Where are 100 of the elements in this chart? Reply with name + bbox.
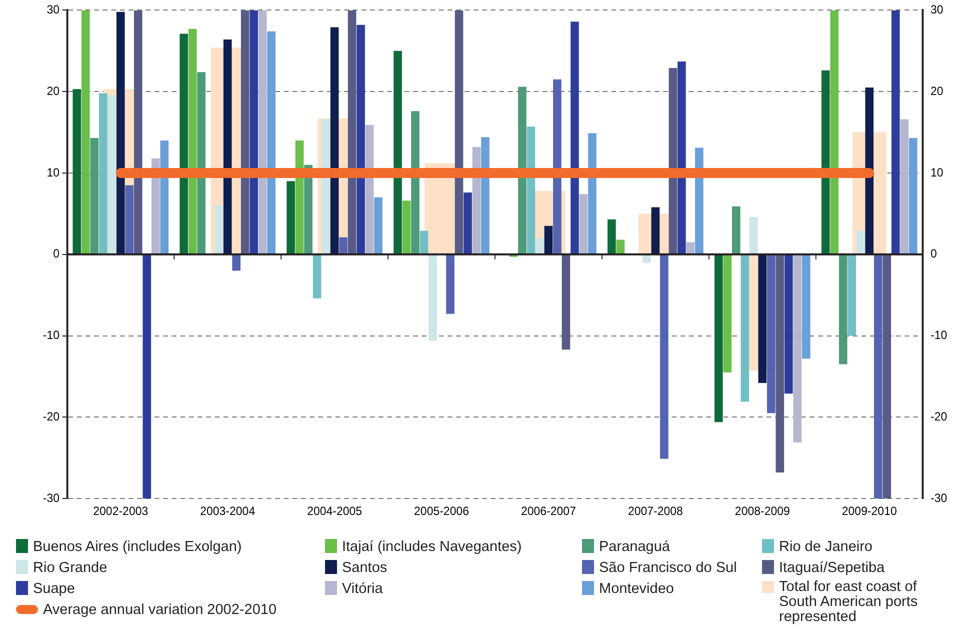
bar xyxy=(900,119,909,254)
legend-label: Paranaguá xyxy=(599,538,670,556)
x-tick-label: 2003-2004 xyxy=(200,504,256,518)
bar xyxy=(821,70,830,254)
legend-label: Itaguaí/Sepetiba xyxy=(779,559,885,577)
y2-tick-label: -10 xyxy=(930,328,948,342)
bar xyxy=(802,254,810,359)
bar xyxy=(454,10,464,254)
bar xyxy=(481,137,490,254)
bar xyxy=(579,194,588,254)
y-tick-label: 0 xyxy=(53,248,60,261)
legend-label: Santos xyxy=(342,559,388,577)
bar xyxy=(732,206,740,254)
bar xyxy=(784,254,793,394)
legend-label: Buenos Aires (includes Exolgan) xyxy=(33,538,242,556)
y2-tick-label: 30 xyxy=(930,3,944,17)
legend-label: Montevideo xyxy=(599,580,674,598)
y2-tick-label: 10 xyxy=(930,166,944,180)
bar xyxy=(714,254,723,422)
legend-label: Suape xyxy=(33,580,75,598)
bar xyxy=(90,138,99,254)
bar xyxy=(312,254,322,298)
bar xyxy=(197,72,206,254)
bar xyxy=(446,254,454,314)
bar xyxy=(536,238,544,254)
bar xyxy=(180,34,188,254)
bar xyxy=(686,242,695,254)
bar xyxy=(908,138,918,254)
bar xyxy=(830,10,839,254)
y-tick-label: 20 xyxy=(46,84,60,98)
y-tick-label: 30 xyxy=(46,3,60,17)
y2-tick-label: 20 xyxy=(930,84,944,98)
bar xyxy=(793,254,802,442)
bar xyxy=(214,206,223,254)
y2-tick-label: 0 xyxy=(930,248,938,261)
legend-label: São Francisco do Sul xyxy=(599,559,737,577)
bar xyxy=(356,24,365,254)
bar xyxy=(848,254,856,336)
bar xyxy=(72,89,82,254)
y-tick-label: 10 xyxy=(46,166,60,180)
bar xyxy=(588,133,596,254)
bar xyxy=(874,254,882,499)
bar xyxy=(258,10,267,254)
y2-tick-label: -30 xyxy=(930,492,948,505)
bar xyxy=(420,230,428,254)
bar xyxy=(544,226,553,254)
bar xyxy=(891,10,900,254)
legend-label: Rio de Janeiro xyxy=(779,538,872,556)
bar xyxy=(740,254,750,402)
bar xyxy=(856,230,865,254)
bar xyxy=(642,254,651,263)
bar xyxy=(660,254,668,459)
bar xyxy=(695,148,704,254)
bar xyxy=(767,254,776,414)
bar xyxy=(518,86,526,254)
x-tick-label: 2005-2006 xyxy=(414,504,470,518)
bar xyxy=(267,31,276,254)
bar xyxy=(608,219,616,254)
bar xyxy=(142,254,152,499)
bar xyxy=(322,119,330,254)
bar xyxy=(286,181,295,254)
bar xyxy=(232,254,240,271)
bar xyxy=(668,68,678,254)
bar xyxy=(562,254,570,350)
bar xyxy=(882,254,892,499)
x-tick-label: 2006-2007 xyxy=(520,504,576,518)
bar xyxy=(464,192,472,254)
bar xyxy=(750,216,758,254)
bar xyxy=(865,88,874,254)
bar xyxy=(134,10,142,254)
bar xyxy=(776,254,784,473)
bar xyxy=(723,254,732,372)
bar xyxy=(838,254,848,364)
legend-label: Itajaí (includes Navegantes) xyxy=(342,538,522,556)
bar xyxy=(223,40,232,254)
bar xyxy=(616,240,625,254)
bar xyxy=(330,27,339,254)
y-tick-label: -10 xyxy=(42,328,60,342)
bar xyxy=(81,10,90,254)
bar xyxy=(98,93,108,254)
bar xyxy=(125,185,134,254)
legend-label: Total for east coast of South American ports represented xyxy=(779,579,919,625)
bar xyxy=(240,10,250,254)
x-tick-label: 2002-2003 xyxy=(93,504,149,518)
bar xyxy=(570,22,579,254)
legend-label: Average annual variation 2002-2010 xyxy=(43,601,277,619)
x-tick-label: 2004-2005 xyxy=(307,504,362,518)
x-tick-label: 2008-2009 xyxy=(734,504,790,518)
bar xyxy=(428,254,437,341)
bar xyxy=(348,10,356,254)
bar xyxy=(250,10,258,254)
x-tick-label: 2009-2010 xyxy=(842,504,898,518)
legend-label: Vitória xyxy=(342,580,383,598)
bar xyxy=(339,237,348,254)
y-tick-label: -30 xyxy=(42,492,60,505)
bar xyxy=(108,96,116,254)
legend-label: Rio Grande xyxy=(33,559,108,577)
bar xyxy=(188,28,197,254)
bar xyxy=(160,140,169,254)
bar xyxy=(553,79,562,254)
